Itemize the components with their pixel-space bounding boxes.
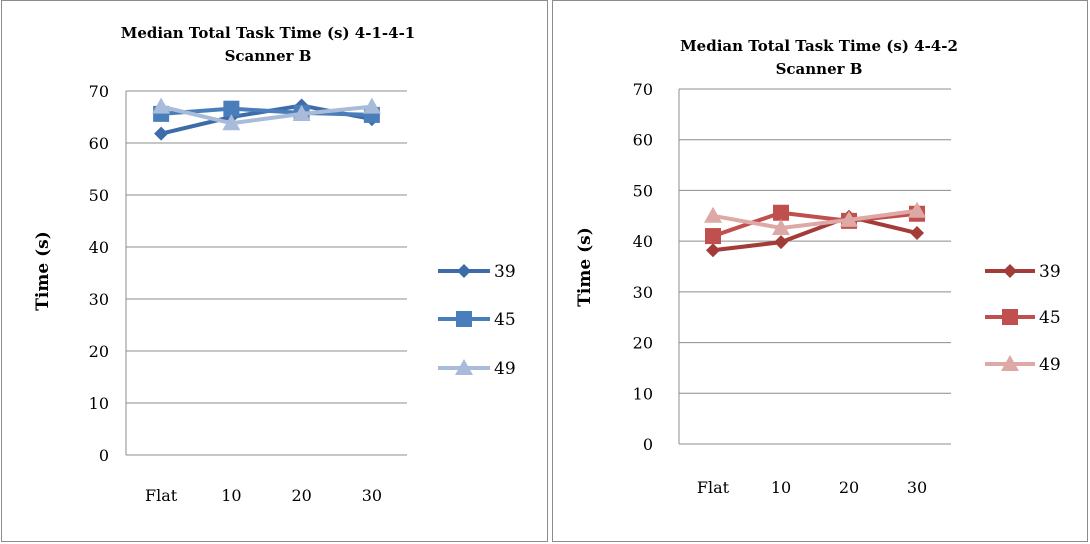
y-tick-label: 40: [89, 238, 109, 257]
x-tick-label: Flat: [145, 486, 178, 505]
y-axis-label: Time (s): [33, 231, 53, 311]
legend-label-49: 49: [494, 359, 516, 379]
data-point-49: [222, 114, 241, 131]
data-point-45: [773, 204, 789, 221]
data-point-49: [152, 97, 171, 114]
y-tick-label: 40: [633, 232, 653, 251]
data-point-39: [154, 126, 169, 141]
y-tick-label: 10: [89, 394, 109, 413]
y-tick-label: 50: [89, 186, 109, 205]
legend-label-45: 45: [1039, 308, 1061, 328]
chart-panel-right: Median Total Task Time (s) 4-4-2 Scanner …: [552, 0, 1088, 542]
data-point-45: [705, 228, 721, 245]
legend-marker-39: [1003, 264, 1017, 278]
y-tick-label: 50: [633, 181, 653, 200]
chart-right: Median Total Task Time (s) 4-4-2 Scanner …: [575, 37, 1061, 497]
y-tick-label: 0: [99, 446, 109, 465]
data-point-49: [292, 104, 311, 121]
x-tick-label: 20: [291, 486, 311, 505]
chart-subtitle: Scanner B: [225, 47, 312, 65]
legend-label-49: 49: [1039, 355, 1061, 375]
series-line-49: [712, 208, 918, 230]
series-line-45: [712, 210, 918, 238]
data-point-45: [223, 100, 240, 117]
legend-marker-49: [1001, 355, 1019, 371]
y-tick-label: 10: [633, 384, 653, 403]
chart-title: Median Total Task Time (s) 4-4-2: [680, 37, 958, 55]
x-tick-label: Flat: [697, 478, 730, 497]
series-line-45: [160, 106, 372, 117]
x-tick-label: 10: [771, 478, 791, 497]
x-tick-label: 30: [907, 478, 927, 497]
y-tick-label: 60: [633, 131, 653, 150]
data-point-49: [772, 218, 790, 235]
data-point-39: [706, 243, 720, 258]
chart-title: Median Total Task Time (s) 4-1-4-1: [121, 24, 416, 42]
data-point-49: [362, 97, 381, 114]
legend-marker-49: [455, 359, 473, 375]
data-point-49: [908, 201, 926, 218]
legend-marker-45: [1002, 309, 1018, 325]
x-tick-label: 10: [221, 486, 241, 505]
chart-panel-left: Median Total Task Time (s) 4-1-4-1 Scanne…: [1, 0, 548, 542]
y-tick-label: 30: [633, 283, 653, 302]
series-line-39: [712, 214, 918, 253]
y-tick-label: 30: [89, 290, 109, 309]
chart-subtitle: Scanner B: [776, 60, 863, 78]
y-tick-label: 0: [643, 435, 653, 454]
y-tick-label: 70: [633, 80, 653, 99]
legend-label-39: 39: [1039, 262, 1061, 282]
x-tick-label: 30: [362, 486, 382, 505]
y-axis-label: Time (s): [575, 227, 595, 307]
chart-left: Median Total Task Time (s) 4-1-4-1 Scanne…: [33, 24, 516, 505]
panel-separator: [548, 0, 552, 544]
x-tick-label: 20: [839, 478, 859, 497]
y-tick-label: 70: [89, 82, 109, 101]
legend-marker-39: [457, 264, 471, 278]
legend-label-39: 39: [494, 262, 516, 282]
data-point-49: [840, 210, 858, 227]
data-point-49: [704, 206, 722, 223]
y-tick-label: 20: [89, 342, 109, 361]
series-line-49: [160, 104, 373, 126]
y-tick-label: 60: [89, 134, 109, 153]
y-tick-label: 20: [633, 334, 653, 353]
legend-marker-45: [456, 311, 472, 327]
data-point-39: [910, 226, 924, 241]
legend-label-45: 45: [494, 310, 516, 330]
data-point-39: [774, 235, 788, 250]
